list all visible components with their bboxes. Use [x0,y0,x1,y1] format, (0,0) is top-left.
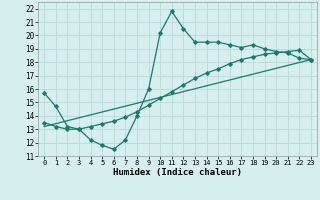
X-axis label: Humidex (Indice chaleur): Humidex (Indice chaleur) [113,168,242,177]
